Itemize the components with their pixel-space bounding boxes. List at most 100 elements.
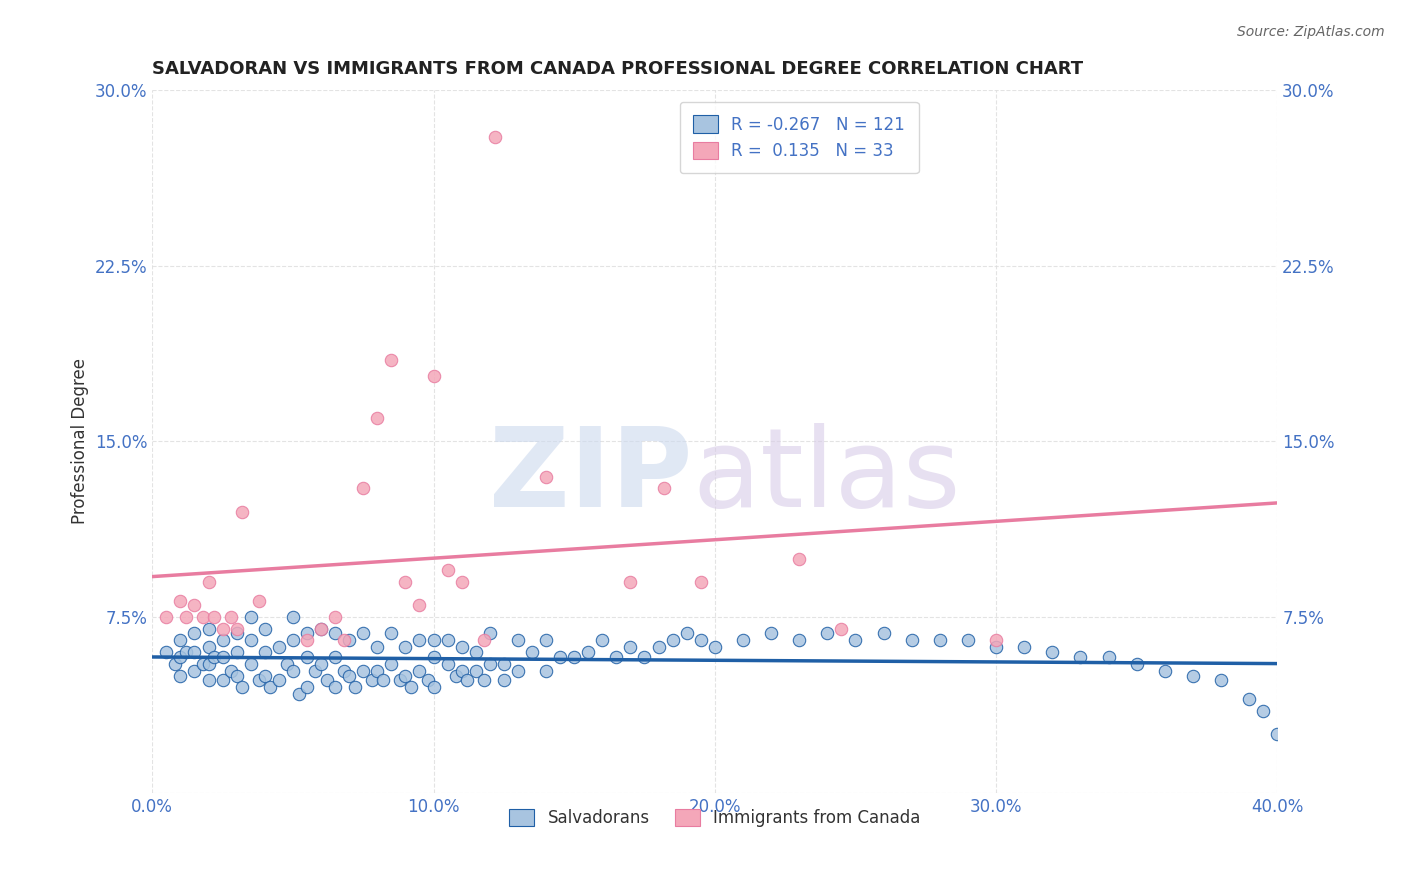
Point [211, 622, 233, 636]
Point [366, 411, 388, 425]
Point [591, 633, 613, 648]
Point [472, 633, 495, 648]
Point [394, 640, 416, 655]
Point [169, 593, 191, 607]
Point [408, 599, 430, 613]
Point [371, 673, 394, 688]
Point [366, 664, 388, 678]
Point [304, 664, 326, 678]
Point [337, 668, 360, 682]
Point [225, 626, 247, 640]
Point [984, 633, 1007, 648]
Point [984, 640, 1007, 655]
Point [830, 622, 852, 636]
Point [1237, 692, 1260, 706]
Point [900, 633, 922, 648]
Point [484, 130, 506, 145]
Point [169, 633, 191, 648]
Point [394, 574, 416, 589]
Point [422, 681, 444, 695]
Point [323, 649, 346, 664]
Point [380, 657, 402, 671]
Point [408, 633, 430, 648]
Point [787, 633, 810, 648]
Point [309, 622, 332, 636]
Point [478, 657, 501, 671]
Point [197, 673, 219, 688]
Point [352, 481, 374, 495]
Point [197, 657, 219, 671]
Point [380, 352, 402, 367]
Point [478, 626, 501, 640]
Point [155, 610, 177, 624]
Point [1125, 657, 1147, 671]
Point [416, 673, 439, 688]
Point [276, 657, 298, 671]
Point [928, 633, 950, 648]
Point [211, 633, 233, 648]
Point [211, 649, 233, 664]
Point [197, 640, 219, 655]
Point [239, 610, 262, 624]
Point [281, 610, 304, 624]
Point [295, 681, 318, 695]
Point [759, 626, 782, 640]
Point [675, 626, 697, 640]
Point [1251, 704, 1274, 718]
Point [332, 633, 354, 648]
Point [225, 622, 247, 636]
Point [281, 633, 304, 648]
Point [1209, 673, 1232, 688]
Point [174, 610, 197, 624]
Point [689, 633, 711, 648]
Point [231, 505, 253, 519]
Point [253, 668, 276, 682]
Point [219, 664, 242, 678]
Point [259, 681, 281, 695]
Point [247, 673, 270, 688]
Point [633, 649, 655, 664]
Point [436, 657, 458, 671]
Point [183, 626, 205, 640]
Point [562, 649, 585, 664]
Point [337, 633, 360, 648]
Point [239, 657, 262, 671]
Point [202, 610, 225, 624]
Point [183, 645, 205, 659]
Point [219, 610, 242, 624]
Point [295, 633, 318, 648]
Point [815, 626, 838, 640]
Text: SALVADORAN VS IMMIGRANTS FROM CANADA PROFESSIONAL DEGREE CORRELATION CHART: SALVADORAN VS IMMIGRANTS FROM CANADA PRO… [152, 60, 1084, 78]
Point [456, 673, 478, 688]
Point [436, 633, 458, 648]
Point [191, 657, 214, 671]
Point [534, 664, 557, 678]
Point [315, 673, 337, 688]
Point [506, 664, 529, 678]
Point [380, 626, 402, 640]
Text: atlas: atlas [692, 423, 960, 530]
Point [332, 664, 354, 678]
Point [652, 481, 675, 495]
Point [287, 687, 309, 701]
Point [534, 633, 557, 648]
Point [360, 673, 382, 688]
Point [225, 668, 247, 682]
Point [450, 574, 472, 589]
Point [352, 626, 374, 640]
Point [619, 640, 641, 655]
Point [956, 633, 979, 648]
Point [1181, 668, 1204, 682]
Point [163, 657, 186, 671]
Point [450, 640, 472, 655]
Point [323, 610, 346, 624]
Point [183, 599, 205, 613]
Point [323, 626, 346, 640]
Legend: Salvadorans, Immigrants from Canada: Salvadorans, Immigrants from Canada [502, 802, 927, 833]
Point [506, 633, 529, 648]
Point [731, 633, 754, 648]
Point [872, 626, 894, 640]
Point [239, 633, 262, 648]
Point [1040, 645, 1063, 659]
Point [520, 645, 543, 659]
